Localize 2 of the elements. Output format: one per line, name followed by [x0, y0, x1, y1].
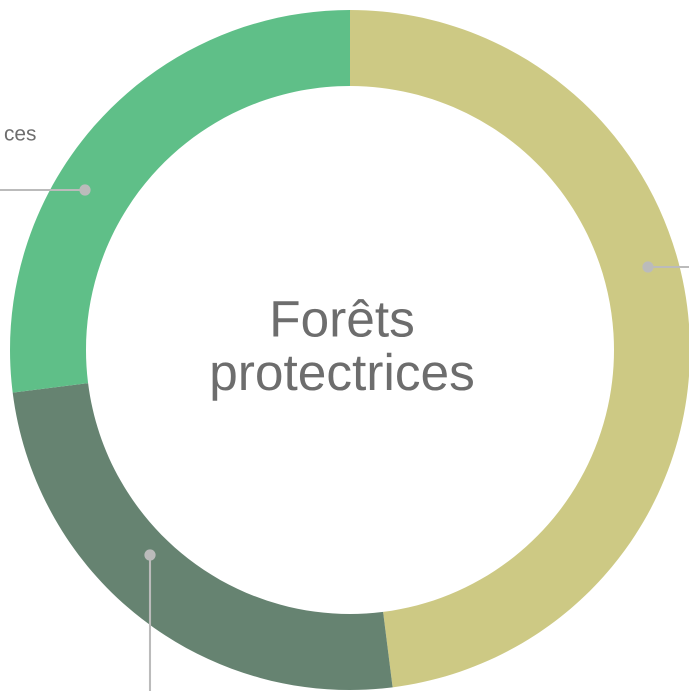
text: Forêts protectrices	[212, 299, 473, 401]
slice-label: ces	[4, 129, 36, 141]
